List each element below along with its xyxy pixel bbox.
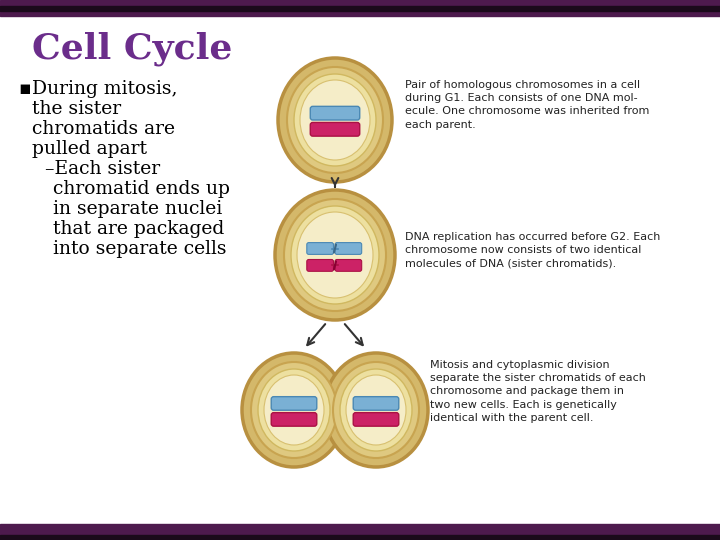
Text: DNA replication has occurred before G2. Each
chromosome now consists of two iden: DNA replication has occurred before G2. … [405, 232, 660, 268]
Ellipse shape [294, 74, 376, 166]
FancyBboxPatch shape [307, 260, 333, 271]
Text: chromatid ends up: chromatid ends up [53, 180, 230, 198]
Ellipse shape [291, 206, 379, 304]
Text: Mitosis and cytoplasmic division
separate the sister chromatids of each
chromoso: Mitosis and cytoplasmic division separat… [430, 360, 646, 423]
Bar [0, 0, 720, 16]
Ellipse shape [251, 362, 337, 458]
Text: into separate cells: into separate cells [53, 240, 227, 258]
Text: During mitosis,: During mitosis, [32, 80, 178, 98]
Ellipse shape [242, 353, 346, 467]
Text: Pair of homologous chromosomes in a cell
during G1. Each consists of one DNA mol: Pair of homologous chromosomes in a cell… [405, 80, 649, 130]
Ellipse shape [346, 375, 406, 445]
Ellipse shape [324, 353, 428, 467]
Ellipse shape [333, 362, 419, 458]
Text: that are packaged: that are packaged [53, 220, 224, 238]
Text: chromatids are: chromatids are [32, 120, 175, 138]
Ellipse shape [264, 375, 324, 445]
Text: ▪: ▪ [18, 80, 31, 98]
Bar [0, 6, 720, 11]
Ellipse shape [300, 80, 370, 160]
FancyBboxPatch shape [354, 413, 399, 426]
Ellipse shape [297, 212, 373, 298]
Bar [0, 524, 720, 540]
Bar [0, 535, 720, 540]
Ellipse shape [278, 58, 392, 182]
FancyBboxPatch shape [271, 413, 317, 426]
FancyBboxPatch shape [354, 397, 399, 410]
FancyBboxPatch shape [310, 106, 360, 120]
Ellipse shape [258, 369, 330, 451]
Text: –Each sister: –Each sister [45, 160, 160, 178]
FancyBboxPatch shape [310, 123, 360, 136]
Text: pulled apart: pulled apart [32, 140, 147, 158]
Text: in separate nuclei: in separate nuclei [53, 200, 222, 218]
Ellipse shape [340, 369, 412, 451]
Ellipse shape [284, 199, 386, 311]
Ellipse shape [275, 190, 395, 320]
Ellipse shape [287, 67, 383, 173]
FancyBboxPatch shape [271, 397, 317, 410]
FancyBboxPatch shape [335, 242, 361, 254]
Text: the sister: the sister [32, 100, 121, 118]
Text: Cell Cycle: Cell Cycle [32, 32, 233, 66]
FancyBboxPatch shape [335, 260, 361, 271]
FancyBboxPatch shape [307, 242, 333, 254]
